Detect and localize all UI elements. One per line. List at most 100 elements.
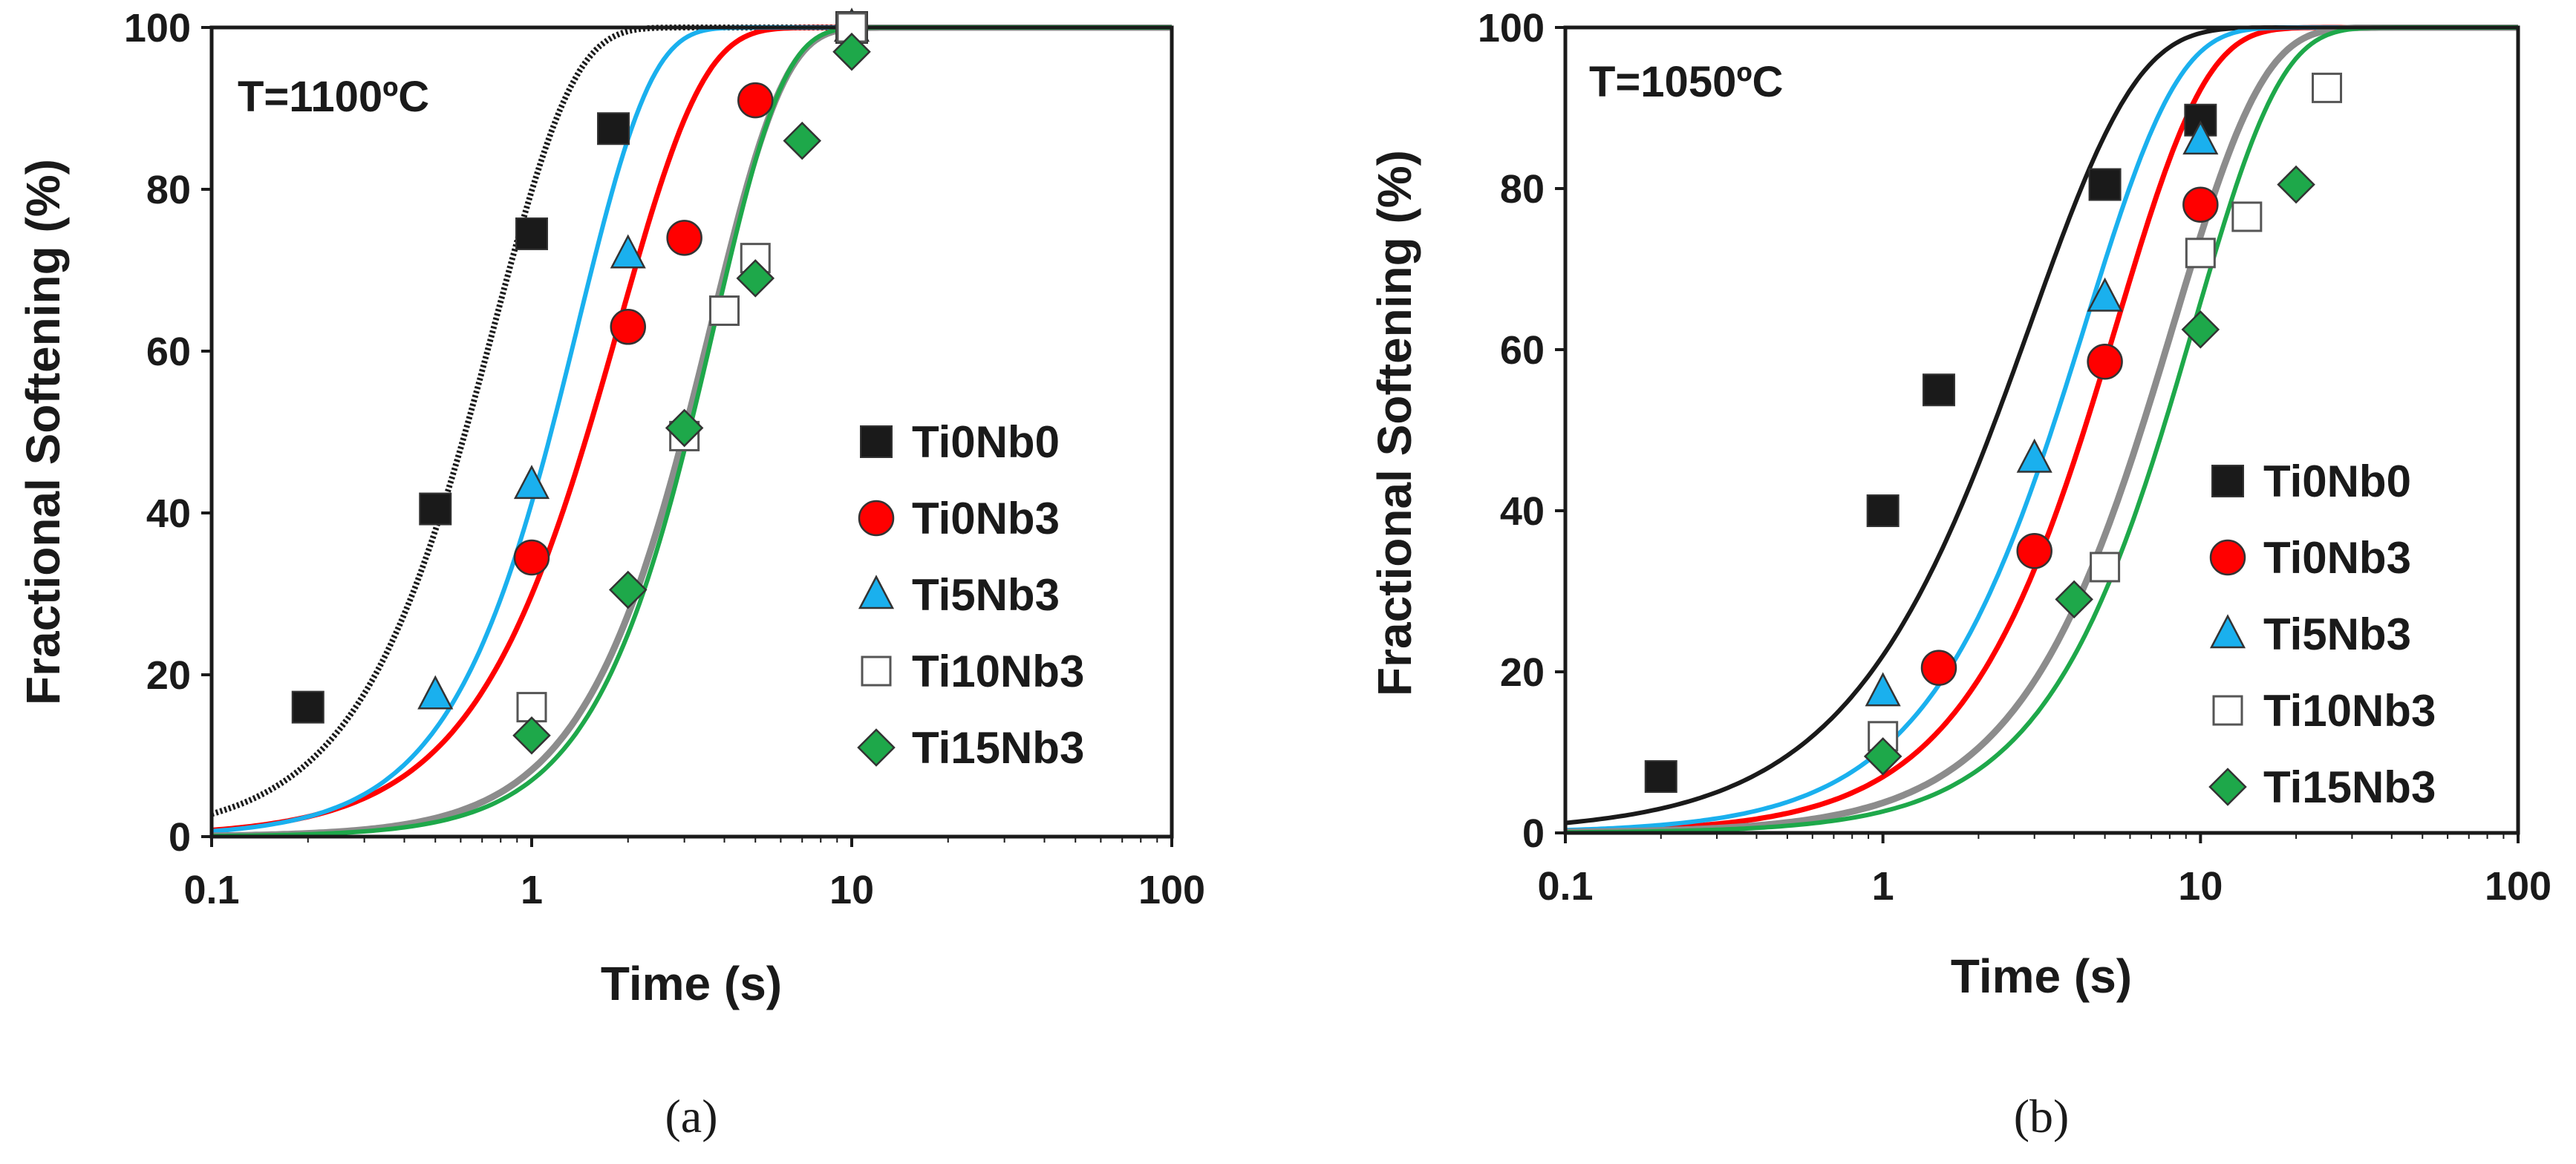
data-point-ti10nb3-b	[2312, 72, 2343, 103]
x-tick-label-a: 0.1	[183, 868, 239, 912]
data-point-ti5nb3-b	[2087, 277, 2123, 312]
data-markers-b	[1644, 72, 2343, 794]
y-tick-label-b: 40	[1500, 489, 1545, 534]
x-tick-label-b: 1	[1872, 864, 1894, 909]
legend-label-ti0nb0-a: Ti0Nb0	[912, 417, 1060, 467]
x-tick-label-a: 1	[521, 868, 543, 912]
data-point-ti0nb3-b	[2182, 186, 2219, 223]
data-point-ti10nb3-b	[2185, 238, 2216, 269]
legend-label-ti10nb3-a: Ti10Nb3	[912, 647, 1084, 696]
axis-ticks-b: 0.1 1 10 100 0 20 40 60 80 100	[1478, 6, 2551, 909]
legend-marker-ti0nb3-b	[2209, 539, 2246, 576]
fit-curve-ti0nb0-a	[212, 24, 1172, 817]
data-point-ti0nb3-a	[666, 220, 702, 256]
y-axis-title-b: Fractional Softening (%)	[1368, 150, 1421, 696]
caption-b: (b)	[2014, 1090, 2070, 1142]
data-point-ti5nb3-b	[2182, 120, 2219, 155]
legend-label-ti15nb3-b: Ti15Nb3	[2263, 762, 2436, 812]
legend-label-ti10nb3-b: Ti10Nb3	[2263, 686, 2436, 736]
data-point-ti0nb3-b	[1920, 650, 1957, 686]
legend-label-ti0nb0-b: Ti0Nb0	[2263, 457, 2411, 506]
data-point-ti0nb3-a	[610, 309, 646, 345]
axis-ticks-a: 0.1 1 10 100 0 20 40 60 80 100	[124, 6, 1205, 912]
data-point-ti5nb3-a	[513, 465, 550, 500]
data-point-ti15nb3-a	[665, 408, 704, 448]
y-tick-label-a: 100	[124, 6, 191, 50]
y-tick-label-a: 60	[146, 330, 191, 374]
plot-area-frame-a	[209, 25, 1174, 839]
data-point-ti5nb3-a	[417, 675, 454, 710]
y-tick-label-b: 0	[1522, 811, 1545, 856]
legend-marker-ti10nb3-a	[861, 655, 892, 687]
data-point-ti5nb3-b	[2016, 438, 2052, 473]
legend-marker-ti5nb3-b	[2209, 614, 2246, 649]
data-point-ti0nb0-a	[515, 217, 548, 250]
x-axis-title-a: Time (s)	[601, 957, 782, 1010]
y-tick-label-a: 40	[146, 491, 191, 536]
x-tick-label-a: 100	[1138, 868, 1205, 912]
x-axis-title-b: Time (s)	[1951, 949, 2132, 1003]
y-axis-title-a: Fractional Softening (%)	[16, 159, 70, 705]
data-point-ti0nb0-a	[291, 690, 325, 724]
data-point-ti10nb3-a	[708, 295, 740, 326]
legend-marker-ti10nb3-b	[2212, 695, 2243, 726]
legend-b: Ti0Nb0 Ti0Nb3 Ti5Nb3 Ti10Nb3 Ti15Nb3	[2208, 457, 2436, 812]
temperature-annotation-b: T=1050ºC	[1589, 58, 1783, 106]
y-tick-label-a: 0	[169, 815, 191, 860]
data-point-ti15nb3-a	[736, 259, 775, 298]
data-point-ti15nb3-a	[608, 570, 648, 609]
x-tick-label-b: 100	[2485, 864, 2551, 909]
legend-marker-ti0nb0-b	[2211, 465, 2244, 497]
y-tick-label-a: 80	[146, 168, 191, 212]
x-tick-label-b: 10	[2178, 864, 2223, 909]
y-tick-label-b: 80	[1500, 167, 1545, 212]
data-point-ti15nb3-a	[832, 32, 871, 71]
data-point-ti0nb3-a	[513, 539, 550, 576]
data-point-ti0nb0-b	[1922, 373, 1955, 407]
y-tick-label-b: 60	[1500, 328, 1545, 373]
data-point-ti15nb3-b	[2181, 310, 2220, 349]
data-point-ti5nb3-a	[610, 234, 646, 269]
data-point-ti15nb3-b	[1863, 737, 1902, 776]
data-point-ti15nb3-a	[512, 716, 551, 755]
y-tick-label-b: 20	[1500, 650, 1545, 695]
data-point-ti0nb3-b	[2016, 533, 2052, 569]
data-point-ti0nb0-b	[2088, 168, 2122, 201]
legend-label-ti0nb3-a: Ti0Nb3	[912, 494, 1060, 543]
data-point-ti0nb0-a	[597, 112, 630, 146]
temperature-annotation-a: T=1100ºC	[238, 73, 429, 121]
data-point-ti10nb3-b	[2231, 201, 2263, 232]
data-point-ti0nb3-b	[2087, 344, 2123, 380]
x-tick-label-a: 10	[829, 868, 874, 912]
data-point-ti5nb3-b	[1865, 672, 1901, 707]
legend-marker-ti15nb3-b	[2208, 768, 2247, 806]
legend-marker-ti5nb3-a	[858, 575, 895, 609]
data-point-ti0nb0-b	[1644, 760, 1677, 794]
data-point-ti0nb0-a	[419, 492, 452, 526]
data-point-ti10nb3-b	[2090, 552, 2121, 583]
data-point-ti0nb3-a	[737, 82, 774, 119]
data-point-ti15nb3-b	[2277, 165, 2315, 204]
legend-marker-ti15nb3-a	[857, 728, 896, 767]
y-tick-label-a: 20	[146, 653, 191, 698]
legend-marker-ti0nb0-a	[860, 425, 893, 458]
caption-a: (a)	[665, 1090, 717, 1142]
legend-label-ti0nb3-b: Ti0Nb3	[2263, 533, 2411, 583]
y-tick-label-b: 100	[1478, 6, 1545, 50]
data-point-ti0nb0-b	[1866, 494, 1900, 527]
legend-label-ti15nb3-a: Ti15Nb3	[912, 723, 1084, 773]
x-tick-label-b: 0.1	[1537, 864, 1593, 909]
data-point-ti15nb3-a	[783, 121, 822, 160]
plot-area-frame-b	[1563, 25, 2520, 835]
legend-label-ti5nb3-b: Ti5Nb3	[2263, 609, 2411, 659]
legend-label-ti5nb3-a: Ti5Nb3	[912, 570, 1060, 620]
data-point-ti0nb0-b	[2184, 103, 2217, 137]
data-markers-a	[291, 7, 871, 755]
legend-a: Ti0Nb0 Ti0Nb3 Ti5Nb3 Ti10Nb3 Ti15Nb3	[857, 417, 1084, 773]
legend-marker-ti0nb3-a	[858, 500, 895, 537]
data-point-ti15nb3-b	[2055, 580, 2093, 619]
